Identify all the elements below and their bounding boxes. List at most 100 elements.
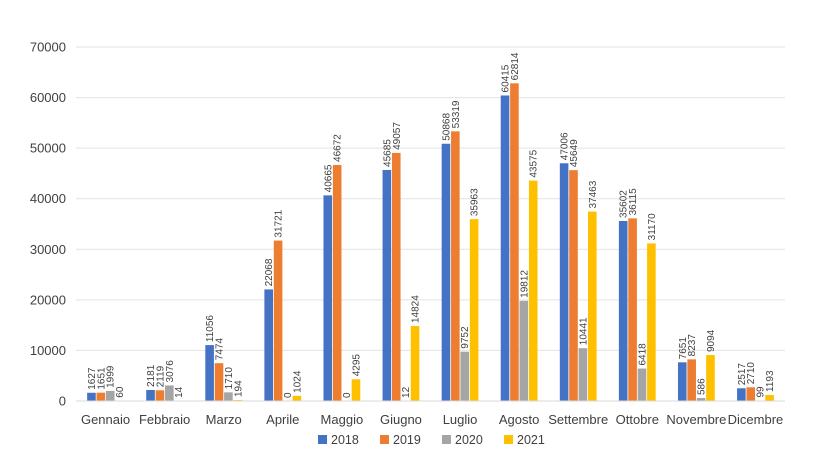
legend-label: 2018	[331, 433, 359, 447]
bar-2019-dicembre	[746, 387, 756, 401]
data-label: 31170	[647, 213, 658, 241]
bar-2021-dicembre	[765, 394, 774, 401]
data-label: 7474	[215, 338, 226, 361]
data-label: 14	[174, 386, 185, 398]
data-label: 586	[697, 378, 708, 395]
data-label: 1999	[106, 365, 117, 388]
x-tick-label: Novembre	[666, 412, 726, 427]
x-tick-label: Marzo	[206, 412, 242, 427]
y-tick-label: 10000	[30, 343, 66, 358]
x-tick-label: Dicembre	[728, 412, 784, 427]
data-label: 35963	[470, 188, 481, 216]
bar-2018-febbraio	[146, 389, 155, 401]
data-label: 35602	[619, 190, 630, 218]
bar-2019-febbraio	[155, 390, 165, 401]
data-label: 45685	[382, 139, 393, 167]
y-tick-label: 0	[59, 394, 66, 409]
data-label: 45649	[569, 139, 580, 167]
data-label: 43575	[529, 149, 540, 177]
bar-2021-aprile	[292, 395, 302, 401]
data-label: 12	[401, 386, 412, 398]
legend-swatch	[380, 435, 389, 444]
bar-2020-ottobre	[637, 368, 647, 401]
x-tick-label: Gennaio	[81, 412, 130, 427]
data-label: 194	[233, 380, 244, 397]
data-label: 6418	[637, 343, 648, 366]
bar-2019-settembre	[569, 170, 578, 401]
bar-2018-ottobre	[618, 220, 628, 401]
data-label: 47006	[560, 132, 571, 160]
data-label: 60	[115, 386, 126, 398]
data-label: 1651	[96, 367, 107, 390]
x-tick-label: Ottobre	[616, 412, 659, 427]
data-label: 1193	[765, 370, 776, 392]
bar-2019-marzo	[214, 363, 224, 401]
bar-2019-maggio	[332, 164, 342, 401]
data-label: 1710	[224, 367, 235, 390]
y-tick-label: 60000	[30, 90, 66, 105]
bar-2018-dicembre	[737, 388, 746, 401]
data-label: 3076	[165, 360, 176, 383]
y-tick-label: 30000	[30, 242, 66, 257]
bars	[87, 83, 774, 402]
bar-2019-agosto	[510, 83, 519, 401]
data-label: 9094	[706, 329, 717, 352]
data-label: 11056	[205, 315, 216, 343]
data-label: 0	[283, 392, 294, 398]
bar-2020-novembre	[696, 398, 706, 401]
data-label: 1627	[87, 367, 98, 390]
data-label: 46672	[333, 134, 344, 162]
bar-2018-settembre	[559, 163, 569, 401]
data-label: 50868	[441, 113, 452, 141]
bar-2018-maggio	[323, 195, 333, 401]
data-label: 8237	[687, 334, 698, 357]
legend-swatch	[504, 435, 513, 444]
bar-2018-gennaio	[87, 392, 96, 401]
data-label: 19812	[519, 270, 530, 298]
legend-swatch	[442, 435, 451, 444]
legend-label: 2019	[393, 433, 421, 447]
y-tick-label: 70000	[30, 40, 66, 55]
bar-2018-luglio	[441, 143, 451, 402]
bar-2021-maggio	[351, 379, 361, 401]
data-label: 36115	[628, 188, 639, 216]
data-label: 2710	[746, 362, 757, 385]
y-axis-ticks: 0 10000 20000 30000 40000 50000 60000 70000	[30, 40, 66, 409]
data-label: 2181	[146, 364, 157, 387]
y-tick-label: 40000	[30, 191, 66, 206]
x-tick-label: Aprile	[266, 412, 299, 427]
bar-2018-novembre	[677, 362, 687, 401]
data-label: 0	[342, 392, 353, 398]
data-label: 22068	[264, 258, 275, 286]
data-label: 49057	[392, 122, 403, 150]
bar-2021-luglio	[469, 219, 479, 401]
bar-2019-novembre	[687, 359, 696, 401]
gridlines	[76, 46, 785, 351]
bar-2019-ottobre	[628, 218, 637, 401]
x-axis-ticks: Gennaio Febbraio Marzo Aprile Maggio Giugno Lu…	[81, 412, 783, 427]
y-tick-label: 50000	[30, 141, 66, 156]
x-tick-label: Giugno	[380, 412, 422, 427]
bar-2020-gennaio	[105, 390, 115, 401]
data-label: 14824	[411, 295, 422, 323]
bar-2020-settembre	[578, 348, 588, 401]
x-tick-label: Settembre	[548, 412, 608, 427]
legend: 2018 2019 2020 2021	[318, 433, 545, 447]
data-label: 4295	[351, 354, 362, 377]
bar-2021-settembre	[588, 211, 597, 401]
bar-2019-gennaio	[96, 392, 106, 401]
bar-2021-giugno	[410, 326, 420, 401]
data-label: 53319	[451, 100, 462, 128]
data-label: 2517	[737, 363, 748, 386]
data-label: 62814	[510, 52, 521, 80]
bar-2021-agosto	[528, 180, 538, 401]
y-tick-label: 20000	[30, 292, 66, 307]
data-label: 99	[756, 386, 767, 398]
data-label: 40665	[323, 164, 334, 192]
bar-2018-giugno	[382, 169, 392, 401]
legend-swatch	[318, 435, 327, 444]
legend-label: 2020	[455, 433, 483, 447]
